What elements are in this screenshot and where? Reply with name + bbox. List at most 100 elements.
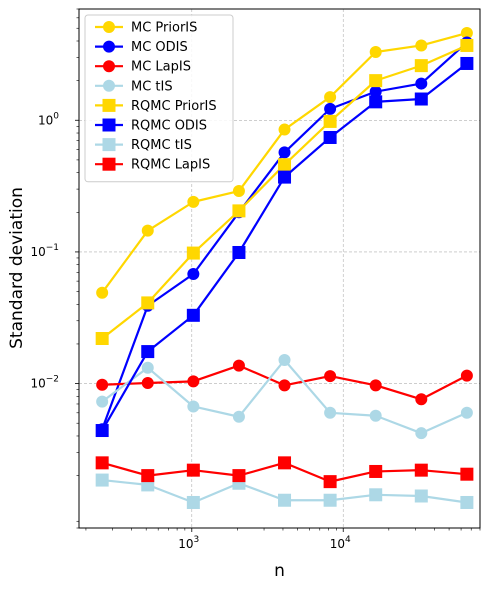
- data-point: [278, 158, 292, 172]
- data-point: [141, 469, 155, 483]
- legend-item: MC LapIS: [95, 60, 191, 75]
- data-point: [414, 59, 428, 73]
- data-point: [141, 224, 154, 237]
- data-point: [186, 463, 200, 477]
- data-point: [414, 92, 428, 106]
- data-point: [323, 130, 337, 144]
- data-point: [415, 393, 428, 406]
- data-point: [324, 370, 337, 383]
- x-tick-label: 103: [178, 535, 199, 551]
- y-axis-label: Standard deviation: [7, 187, 27, 349]
- data-point: [415, 77, 428, 90]
- data-point: [278, 354, 291, 367]
- data-point: [324, 91, 337, 104]
- data-point: [324, 102, 337, 115]
- data-point: [141, 296, 155, 310]
- legend-marker: [102, 98, 116, 112]
- legend-item: MC tIS: [95, 79, 173, 94]
- legend-label: MC LapIS: [131, 60, 191, 75]
- series-mc-lapis: [96, 359, 473, 406]
- data-point: [369, 74, 383, 88]
- data-point: [186, 308, 200, 322]
- data-point: [369, 45, 382, 58]
- legend-label: MC ODIS: [131, 40, 188, 55]
- legend-marker: [103, 60, 115, 73]
- legend-item: MC PriorIS: [95, 21, 197, 36]
- x-axis-label: n: [274, 561, 285, 581]
- legend-label: RQMC LapIS: [131, 158, 210, 173]
- data-point: [278, 146, 291, 159]
- series-mc-prioris: [96, 27, 473, 299]
- data-point: [232, 245, 246, 259]
- series-rqmc-odis: [95, 56, 474, 438]
- data-point: [187, 375, 200, 388]
- legend-item: RQMC ODIS: [95, 118, 207, 134]
- data-point: [95, 331, 109, 345]
- series-rqmc-prioris: [95, 38, 474, 345]
- data-point: [96, 378, 109, 391]
- legend-box: [84, 14, 234, 183]
- data-point: [414, 489, 428, 503]
- data-point: [141, 377, 154, 390]
- data-point: [369, 95, 383, 109]
- legend-label: MC PriorIS: [131, 21, 197, 36]
- data-point: [186, 246, 200, 260]
- data-point: [278, 123, 291, 136]
- legend-marker: [103, 79, 115, 92]
- data-point: [460, 369, 473, 382]
- legend-label: MC tIS: [131, 79, 173, 94]
- data-point: [187, 267, 200, 280]
- series-layer: [95, 27, 474, 509]
- data-point: [460, 38, 474, 52]
- data-point: [460, 467, 474, 481]
- legend-label: RQMC tIS: [131, 138, 192, 153]
- legend-marker: [102, 157, 116, 171]
- legend-label: RQMC ODIS: [131, 119, 207, 134]
- data-point: [369, 409, 382, 422]
- data-point: [96, 395, 109, 408]
- data-point: [369, 488, 383, 502]
- series-rqmc-lapis: [95, 456, 474, 489]
- data-point: [278, 379, 291, 392]
- data-point: [232, 185, 245, 198]
- legend-item: RQMC tIS: [95, 138, 192, 153]
- y-tick-label: 10−2: [30, 375, 59, 391]
- data-point: [414, 463, 428, 477]
- y-tick-label: 10−1: [30, 243, 59, 259]
- data-point: [95, 424, 109, 438]
- legend-item: RQMC LapIS: [95, 157, 210, 173]
- legend-marker: [102, 118, 116, 132]
- data-point: [96, 286, 109, 299]
- major-ticks: 103 104 10−2 10−1 100: [30, 111, 351, 551]
- data-point: [187, 400, 200, 413]
- data-point: [415, 39, 428, 52]
- series-mc-tis: [96, 354, 473, 440]
- data-point: [232, 410, 245, 423]
- data-point: [95, 473, 109, 487]
- data-point: [369, 379, 382, 392]
- legend-marker: [103, 40, 115, 53]
- legend-item: RQMC PriorIS: [95, 98, 217, 114]
- data-point: [232, 204, 246, 218]
- legend: MC PriorIS MC ODIS MC LapIS MC tIS RQMC Prio…: [84, 14, 234, 183]
- y-tick-label: 100: [38, 111, 59, 127]
- legend-label: RQMC PriorIS: [131, 99, 217, 114]
- data-point: [232, 469, 246, 483]
- legend-marker: [103, 21, 115, 33]
- legend-marker: [102, 138, 116, 152]
- data-point: [415, 427, 428, 440]
- data-point: [232, 359, 245, 372]
- data-point: [460, 406, 473, 419]
- data-point: [324, 406, 337, 419]
- data-point: [323, 475, 337, 489]
- x-tick-label: 104: [330, 535, 351, 551]
- data-point: [278, 170, 292, 184]
- data-point: [95, 456, 109, 470]
- plot-frame: [78, 8, 481, 529]
- data-point: [369, 464, 383, 478]
- data-point: [323, 493, 337, 507]
- data-point: [186, 495, 200, 509]
- data-point: [323, 114, 337, 128]
